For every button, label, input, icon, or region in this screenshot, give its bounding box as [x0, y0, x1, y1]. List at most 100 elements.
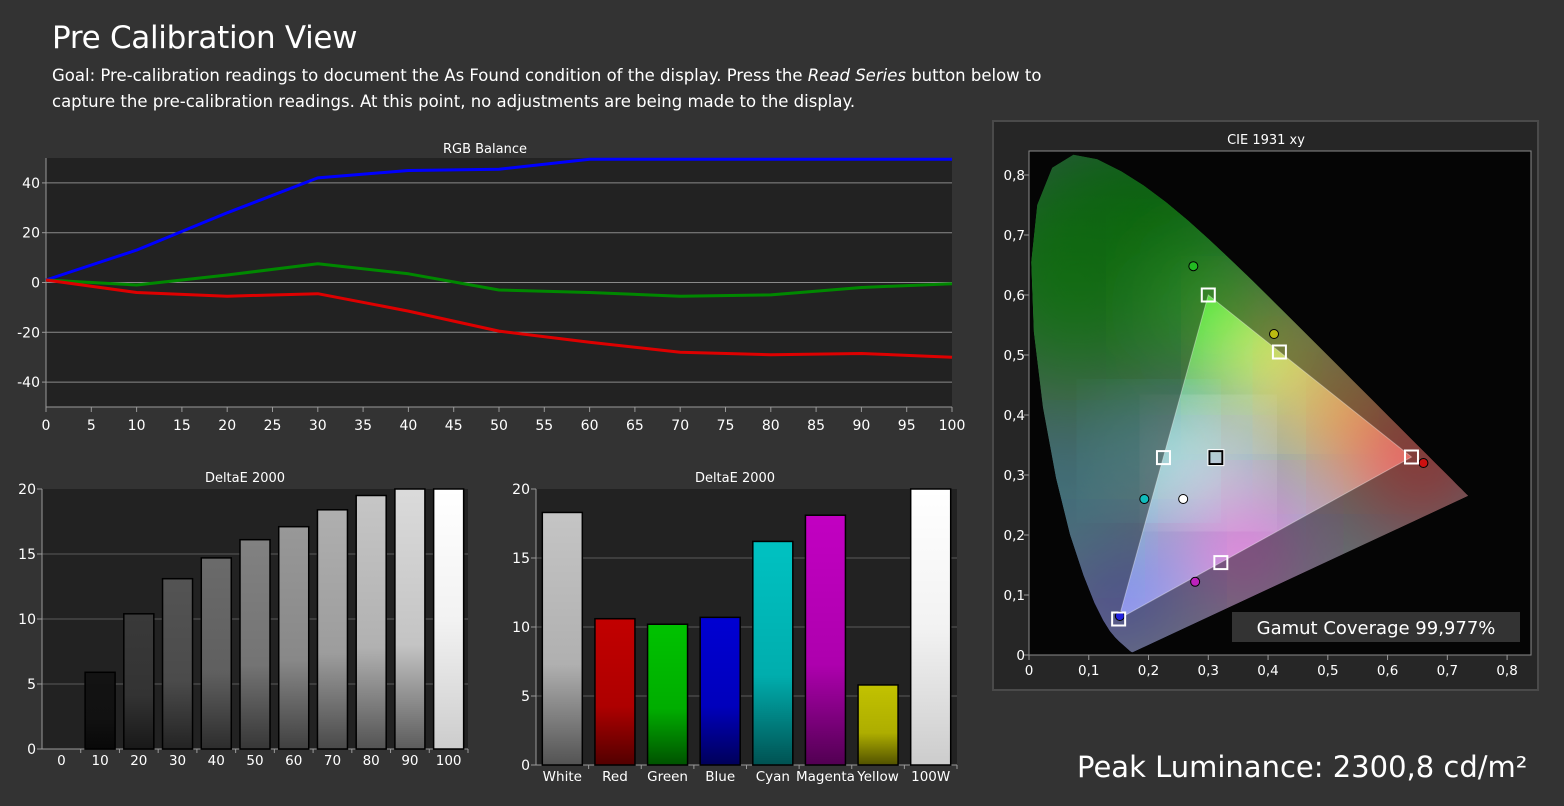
cie-x-tick-label: 0,2 [1138, 663, 1159, 679]
gray-bar-shading [201, 557, 232, 749]
rgb-x-tick-label: 85 [807, 418, 825, 434]
gray-y-tick-label: 15 [18, 547, 36, 563]
color-chart-title: DeltaE 2000 [695, 471, 775, 486]
gray-y-tick-label: 10 [18, 612, 36, 628]
target-markers [1111, 287, 1419, 627]
color-x-tick-label: Green [647, 769, 688, 785]
color-deltae-chart: 20 15 10 5 0 White Red Green Blue Cyan Magenta Yell… [512, 471, 958, 785]
gray-x-tick-label: 0 [57, 753, 66, 769]
color-bar-shading [647, 624, 688, 765]
color-x-tick-label: Cyan [756, 769, 790, 785]
cie-x-tick-label: 0,4 [1257, 663, 1278, 679]
rgb-x-tick-label: 50 [490, 418, 508, 434]
rgb-x-tick-label: 55 [535, 418, 553, 434]
read-series-emphasis: Read Series [807, 66, 906, 85]
gray-bars [84, 488, 465, 750]
color-x-tick-label: Yellow [856, 769, 899, 785]
rgb-y-tick-label: -40 [17, 375, 40, 391]
color-x-tick-label: Red [602, 769, 628, 785]
rgb-x-tick-label: 40 [399, 418, 417, 434]
rgb-x-tick-label: 90 [852, 418, 870, 434]
rgb-balance-chart: 40 20 0 -20 -40 0 5 10 15 20 25 30 35 40 45 50 55 60 65 70 7… [17, 142, 965, 434]
goal-text-suffix: button below to capture the pre-calibrat… [52, 66, 1042, 111]
goal-text: Goal: Pre-calibration readings to docume… [52, 63, 1052, 115]
rgb-x-tick-label: 45 [445, 418, 463, 434]
color-x-tick-label: 100W [911, 769, 950, 785]
measured-point-cyan [1139, 494, 1150, 504]
rgb-y-tick-label: -20 [17, 325, 40, 341]
cie-y-tick-label: 0,5 [1004, 348, 1025, 364]
rgb-x-tick-label: 65 [626, 418, 644, 434]
gray-y-tick-label: 0 [27, 742, 36, 758]
gray-y-tick-label: 20 [18, 482, 36, 498]
cie-x-tick-label: 0,6 [1377, 663, 1398, 679]
gray-x-tick-label: 70 [324, 753, 341, 769]
rgb-x-tick-label: 80 [762, 418, 780, 434]
gray-bar-shading [162, 578, 193, 749]
rgb-gridlines [42, 182, 953, 412]
gray-x-tick-label: 50 [246, 753, 263, 769]
cie-y-tick-label: 0,8 [1004, 168, 1025, 184]
color-bar-shading [858, 684, 899, 765]
cie-y-tick-label: 0,2 [1004, 528, 1025, 544]
gray-bar-shading [433, 489, 464, 749]
gray-x-tick-label: 100 [436, 753, 462, 769]
measured-point-red [1418, 458, 1429, 468]
color-y-tick-label: 20 [512, 482, 530, 498]
rgb-x-tick-label: 95 [898, 418, 916, 434]
rgb-x-tick-label: 5 [87, 418, 96, 434]
rgb-x-tick-label: 30 [309, 418, 327, 434]
cie-x-tick-label: 0,1 [1078, 663, 1099, 679]
gamut-coverage-box [1232, 612, 1520, 642]
cie-y-tick-label: 0,3 [1004, 468, 1025, 484]
gray-x-tick-label: 20 [130, 753, 147, 769]
gamut-coverage-label: Gamut Coverage 99,977% [1257, 618, 1496, 639]
rgb-series-line [45, 157, 952, 282]
cie-x-tick-label: 0 [1025, 663, 1034, 679]
rgb-x-tick-label: 15 [173, 418, 191, 434]
gray-bar-shading [394, 489, 425, 749]
cie-chart-title: CIE 1931 xy [1227, 133, 1305, 148]
cie-x-tick-label: 0,5 [1317, 663, 1338, 679]
target-gamut-triangle [1117, 294, 1413, 621]
rgb-x-tick-label: 20 [218, 418, 236, 434]
rgb-x-tick-label: 75 [717, 418, 735, 434]
measured-point-magenta [1190, 576, 1201, 587]
rgb-x-tick-label: 25 [264, 418, 282, 434]
rgb-x-tick-label: 10 [128, 418, 146, 434]
target-marker-red [1403, 449, 1419, 465]
target-marker-green [1200, 287, 1216, 303]
gray-bar-shading [356, 495, 387, 749]
gray-x-tick-label: 10 [91, 753, 108, 769]
cie-x-tick-label: 0,8 [1496, 663, 1517, 679]
gray-x-tick-label: 40 [208, 753, 225, 769]
gray-x-tick-label: 80 [363, 753, 380, 769]
page-title: Pre Calibration View [52, 20, 358, 56]
gray-x-tick-label: 30 [169, 753, 186, 769]
rgb-y-tick-label: 20 [22, 226, 40, 242]
cie-x-tick-label: 0,7 [1437, 663, 1458, 679]
gray-bar-shading [317, 509, 348, 749]
color-x-tick-label: Blue [705, 769, 735, 785]
rgb-axes [45, 158, 952, 408]
cie-y-tick-label: 0,4 [1004, 408, 1025, 424]
gray-y-tick-label: 5 [27, 677, 36, 693]
rgb-series-line [45, 278, 953, 359]
target-marker-blue [1111, 611, 1127, 627]
color-bar-shading [910, 489, 951, 765]
rgb-series-lines [45, 157, 953, 359]
color-x-tick-label: White [543, 769, 582, 785]
cie-x-tick-label: 0,3 [1198, 663, 1219, 679]
color-bar-shading [700, 617, 741, 765]
color-bar-shading [542, 512, 583, 765]
rgb-series-line [45, 262, 953, 298]
rgb-x-tick-label: 70 [671, 418, 689, 434]
cie-y-tick-label: 0,7 [1004, 228, 1025, 244]
measured-point-yellow [1269, 329, 1280, 339]
color-x-tick-label: Magenta [796, 769, 855, 785]
gray-x-tick-label: 60 [285, 753, 302, 769]
peak-luminance: Peak Luminance: 2300,8 cd/m² [1077, 750, 1528, 784]
color-y-tick-label: 15 [512, 551, 530, 567]
